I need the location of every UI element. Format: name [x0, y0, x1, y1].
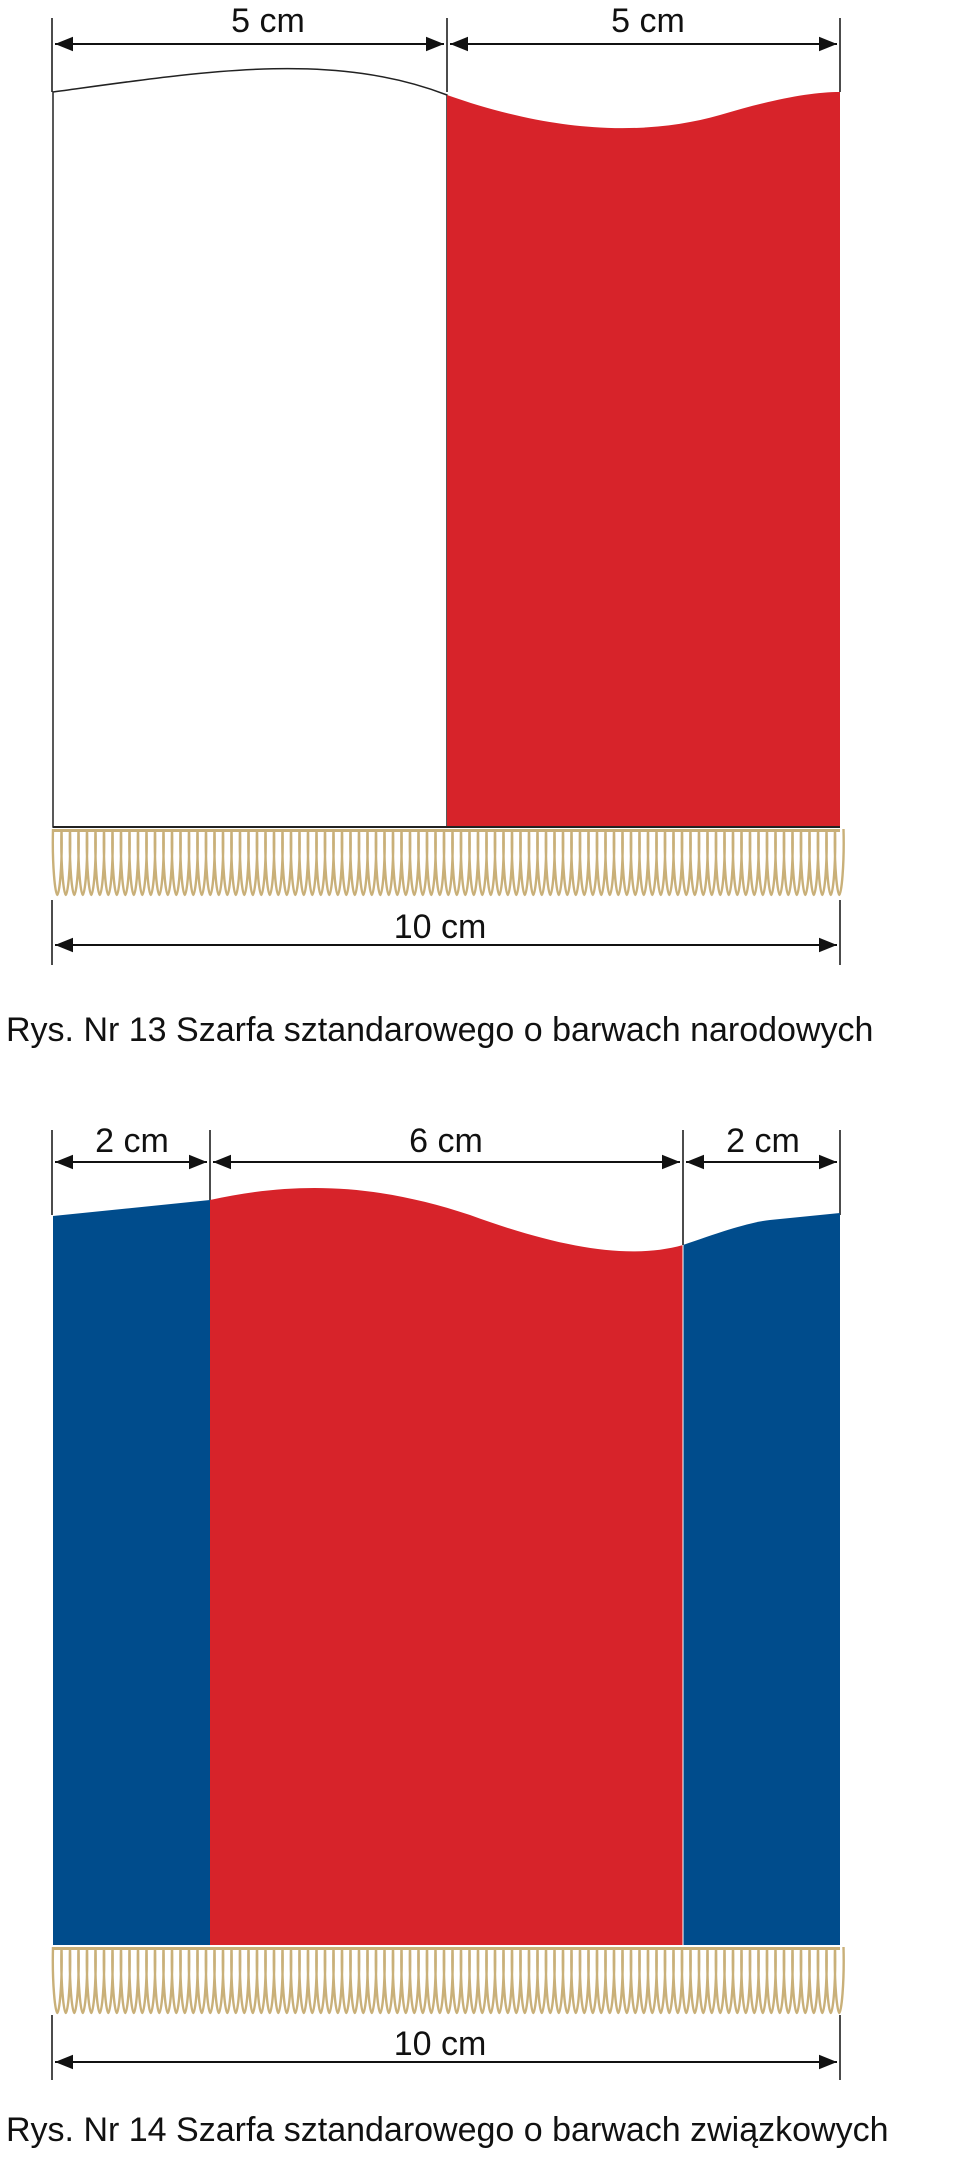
dimension-label: 5 cm	[231, 2, 305, 40]
fringe	[51, 828, 845, 897]
dimension-top-right: 2 cm	[686, 1122, 841, 1215]
fringe-loops	[51, 1946, 845, 2015]
stripe-blue-right	[683, 1213, 840, 1945]
dimension-bottom: 10 cm	[51, 2015, 841, 2080]
dimension-label: 10 cm	[394, 908, 487, 946]
dimension-label: 2 cm	[95, 1122, 169, 1160]
fringe-band	[53, 829, 840, 832]
dimension-label: 5 cm	[611, 2, 685, 40]
dimension-top-left: 5 cm	[51, 2, 448, 92]
dimension-top-center: 6 cm	[213, 1122, 684, 1245]
stripe-red	[447, 92, 840, 827]
stripe-blue-left	[53, 1200, 210, 1945]
dimension-label: 10 cm	[394, 2025, 487, 2063]
dimension-label: 6 cm	[409, 1122, 483, 1160]
stripe-white	[52, 67, 448, 828]
dimension-top-left: 2 cm	[51, 1122, 211, 1215]
fringe	[51, 1946, 845, 2015]
dimension-top-right: 5 cm	[450, 2, 841, 92]
stripe-red-center	[210, 1188, 683, 1945]
dimension-bottom: 10 cm	[51, 900, 841, 965]
fringe-loops	[51, 828, 845, 897]
figure-14: 2 cm 6 cm 2 cm 10 cm	[51, 1122, 845, 2080]
fringe-band	[53, 1947, 840, 1950]
figure-13: 5 cm 5 cm 10 cm	[51, 2, 845, 965]
dimension-label: 2 cm	[726, 1122, 800, 1160]
figure-13-caption: Rys. Nr 13 Szarfa sztandarowego o barwac…	[6, 1011, 874, 1049]
figure-14-caption: Rys. Nr 14 Szarfa sztandarowego o barwac…	[6, 2111, 889, 2149]
